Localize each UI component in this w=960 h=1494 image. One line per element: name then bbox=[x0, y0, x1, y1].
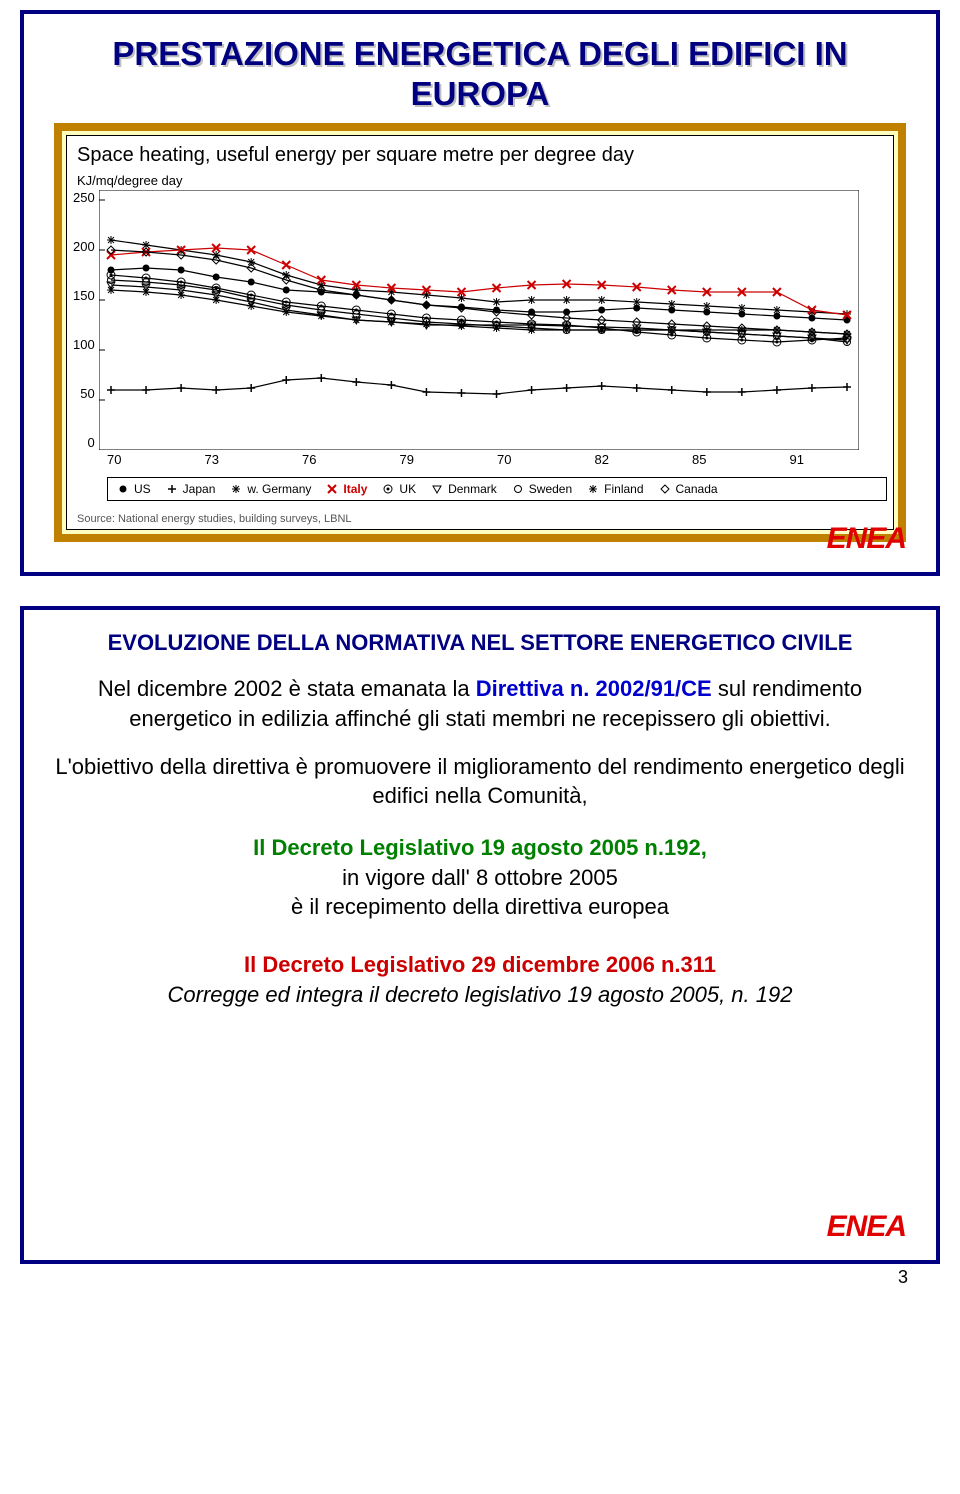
chart-source: Source: National energy studies, buildin… bbox=[73, 507, 887, 527]
chart-frame: Space heating, useful energy per square … bbox=[54, 123, 906, 542]
x-tick: 85 bbox=[692, 452, 790, 467]
legend-item: Japan bbox=[165, 482, 216, 496]
title-line1: PRESTAZIONE ENERGETICA DEGLI EDIFICI IN bbox=[112, 35, 847, 72]
y-tick: 50 bbox=[73, 386, 95, 401]
slide2-heading: EVOLUZIONE DELLA NORMATIVA NEL SETTORE E… bbox=[54, 630, 906, 656]
p3-line2: in vigore dall' 8 ottobre 2005 bbox=[342, 865, 618, 890]
x-tick: 70 bbox=[107, 452, 205, 467]
legend-item: Canada bbox=[658, 482, 718, 496]
legend-label: w. Germany bbox=[247, 482, 311, 496]
legend-item: UK bbox=[381, 482, 416, 496]
y-tick: 0 bbox=[73, 435, 95, 450]
p4-line2: Corregge ed integra il decreto legislati… bbox=[168, 982, 793, 1007]
x-tick: 73 bbox=[205, 452, 303, 467]
legend-label: Canada bbox=[676, 482, 718, 496]
enea-logo: ENEA bbox=[827, 522, 906, 556]
slide-2: EVOLUZIONE DELLA NORMATIVA NEL SETTORE E… bbox=[20, 606, 940, 1264]
paragraph-1: Nel dicembre 2002 è stata emanata la Dir… bbox=[54, 674, 906, 733]
y-tick: 200 bbox=[73, 239, 95, 254]
decree-192: Il Decreto Legislativo 19 agosto 2005 n.… bbox=[253, 835, 707, 860]
legend-label: Finland bbox=[604, 482, 643, 496]
legend-item: Denmark bbox=[430, 482, 497, 496]
decree-311: Il Decreto Legislativo 29 dicembre 2006 … bbox=[244, 952, 716, 977]
legend-label: Japan bbox=[183, 482, 216, 496]
legend-label: Italy bbox=[343, 482, 367, 496]
paragraph-3: Il Decreto Legislativo 19 agosto 2005 n.… bbox=[54, 833, 906, 922]
x-tick: 79 bbox=[400, 452, 498, 467]
x-tick: 82 bbox=[595, 452, 693, 467]
paragraph-4: Il Decreto Legislativo 29 dicembre 2006 … bbox=[54, 950, 906, 1009]
slide1-title: PRESTAZIONE ENERGETICA DEGLI EDIFICI IN … bbox=[54, 34, 906, 113]
legend-item: w. Germany bbox=[229, 482, 311, 496]
page-number: 3 bbox=[898, 1267, 908, 1288]
y-tick: 100 bbox=[73, 337, 95, 352]
legend-label: Sweden bbox=[529, 482, 572, 496]
chart-plot bbox=[99, 190, 887, 450]
p1-text-a: Nel dicembre 2002 è stata emanata la bbox=[98, 676, 476, 701]
p3-line3: è il recepimento della direttiva europea bbox=[291, 894, 669, 919]
slide-1: PRESTAZIONE ENERGETICA DEGLI EDIFICI IN … bbox=[20, 10, 940, 576]
legend-item: Italy bbox=[325, 482, 367, 496]
legend-label: Denmark bbox=[448, 482, 497, 496]
y-tick: 250 bbox=[73, 190, 95, 205]
x-tick: 91 bbox=[790, 452, 888, 467]
title-line2: EUROPA bbox=[411, 75, 550, 112]
chart-legend: US Japan w. Germany Italy UK Denmark Sweden Fin… bbox=[107, 477, 887, 501]
y-tick: 150 bbox=[73, 288, 95, 303]
y-axis-ticks: 250 200 150 100 50 0 bbox=[73, 190, 99, 450]
x-axis-ticks: 7073767970828591 bbox=[107, 452, 887, 467]
y-axis-label: KJ/mq/degree day bbox=[73, 173, 887, 190]
chart-title: Space heating, useful energy per square … bbox=[73, 142, 887, 173]
paragraph-2: L'obiettivo della direttiva è promuovere… bbox=[54, 752, 906, 811]
x-tick: 70 bbox=[497, 452, 595, 467]
x-tick: 76 bbox=[302, 452, 400, 467]
legend-item: Finland bbox=[586, 482, 643, 496]
legend-label: US bbox=[134, 482, 151, 496]
legend-label: UK bbox=[399, 482, 416, 496]
legend-item: Sweden bbox=[511, 482, 572, 496]
directive-link: Direttiva n. 2002/91/CE bbox=[476, 676, 712, 701]
legend-item: US bbox=[116, 482, 151, 496]
enea-logo-2: ENEA bbox=[827, 1210, 906, 1244]
